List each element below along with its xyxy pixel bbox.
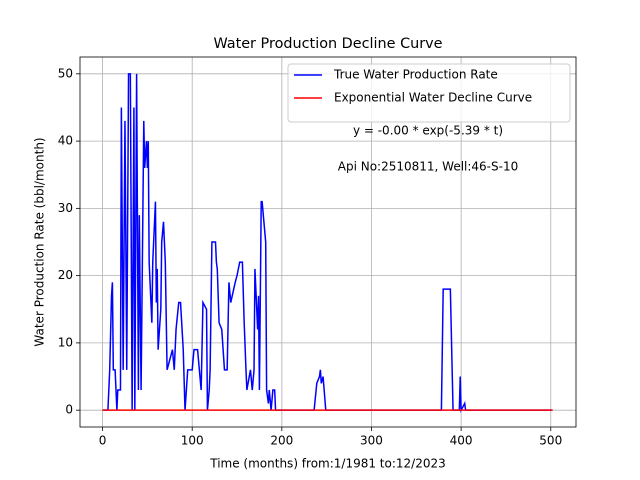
y-tick-label: 20: [58, 268, 73, 282]
y-axis-label: Water Production Rate (bbl/month): [33, 137, 47, 346]
x-tick-label: 300: [360, 434, 383, 448]
plot-frame: [79, 56, 577, 428]
x-tick-label: 500: [539, 434, 562, 448]
y-tick-label: 10: [58, 335, 73, 349]
chart-title: Water Production Decline Curve: [213, 36, 442, 52]
x-tick-label: 0: [99, 434, 107, 448]
y-tick-label: 30: [58, 201, 73, 215]
annotation: y = -0.00 * exp(-5.39 * t): [353, 124, 503, 138]
x-axis-label: Time (months) from:1/1981 to:12/2023: [209, 457, 446, 471]
x-tick-label: 100: [181, 434, 204, 448]
legend-label: Exponential Water Decline Curve: [334, 91, 532, 105]
annotation: Api No:2510811, Well:46-S-10: [338, 160, 518, 174]
y-tick-label: 40: [58, 134, 73, 148]
y-tick-label: 50: [58, 66, 73, 80]
y-tick-label: 0: [65, 403, 73, 417]
x-tick-label: 200: [270, 434, 293, 448]
legend-label: True Water Production Rate: [333, 68, 498, 82]
x-tick-label: 400: [450, 434, 473, 448]
legend-box: [287, 63, 571, 123]
